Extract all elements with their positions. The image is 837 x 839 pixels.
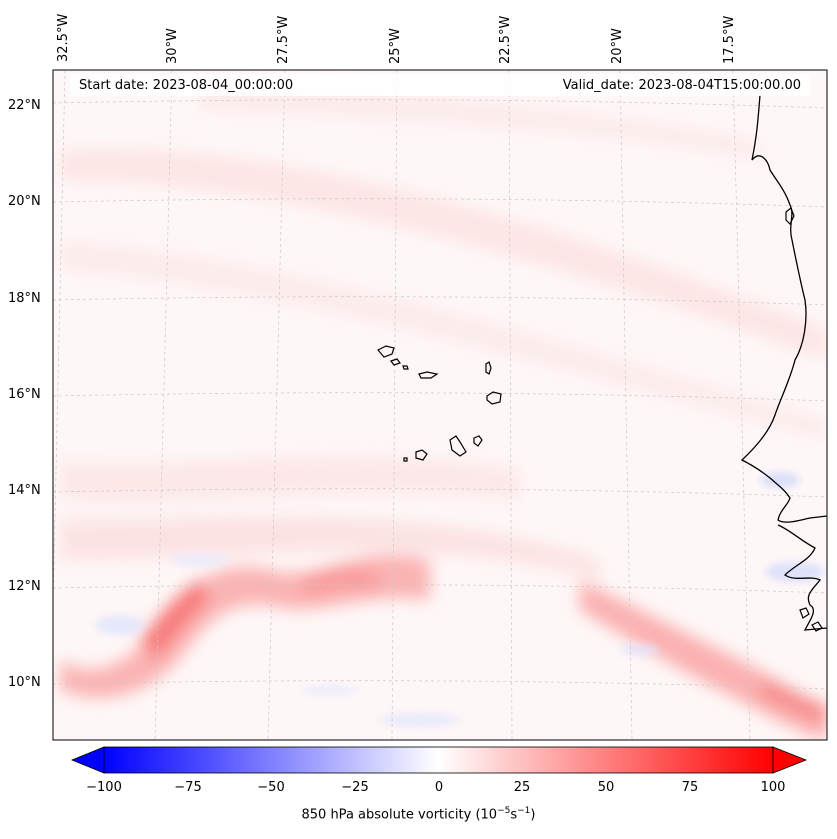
lon-label-25w: 25°W [388, 28, 403, 64]
colorbar-units-suffix: ) [530, 807, 536, 823]
colorbar-gradient [103, 746, 774, 774]
cape-verde-islands [377, 207, 823, 632]
lat-label-12n: 12°N [8, 579, 41, 594]
vorticity-field [53, 70, 827, 740]
lon-label-32-5w: 32.5°W [56, 13, 71, 62]
colorbar-tick-label: 75 [681, 780, 699, 795]
valid-date-label: Valid_date: 2023-08-04T15:00:00.00 [562, 78, 801, 93]
colorbar-tick-label: 100 [760, 780, 786, 795]
colorbar-tick-label: −50 [257, 780, 285, 795]
colorbar-tick-label: 50 [597, 780, 615, 795]
colorbar-units-mid: s [510, 807, 518, 823]
colorbar-units-exp1: −5 [497, 806, 511, 816]
africa-coastline [740, 94, 827, 523]
colorbar [70, 746, 808, 774]
lat-label-10n: 10°N [8, 675, 41, 690]
lon-label-30w: 30°W [165, 28, 180, 64]
lat-label-16n: 16°N [8, 387, 41, 402]
colorbar-tick-label: 0 [434, 780, 444, 795]
graticule [53, 70, 827, 740]
colorbar-low-extend [70, 746, 105, 774]
lat-label-22n: 22°N [8, 98, 41, 113]
lon-label-27-5w: 27.5°W [276, 15, 291, 64]
lat-label-18n: 18°N [8, 291, 41, 306]
colorbar-variable: 850 hPa absolute vorticity [301, 807, 472, 823]
lon-label-22-5w: 22.5°W [498, 15, 513, 64]
colorbar-tick-label: −100 [86, 780, 122, 795]
colorbar-tick-label: −25 [341, 780, 369, 795]
colorbar-tick-label: 25 [513, 780, 531, 795]
map-frame [52, 69, 828, 741]
colorbar-label: 850 hPa absolute vorticity (10−5s−1) [0, 806, 837, 822]
start-date-label: Start date: 2023-08-04_00:00:00 [79, 78, 294, 93]
lon-label-20w: 20°W [610, 28, 625, 64]
lat-label-20n: 20°N [8, 194, 41, 209]
colorbar-units-prefix: (10 [475, 807, 498, 823]
lat-label-14n: 14°N [8, 483, 41, 498]
lon-label-17-5w: 17.5°W [722, 15, 737, 64]
colorbar-units-exp2: −1 [517, 806, 531, 816]
colorbar-tick-label: −75 [174, 780, 202, 795]
colorbar-high-extend [772, 746, 808, 774]
